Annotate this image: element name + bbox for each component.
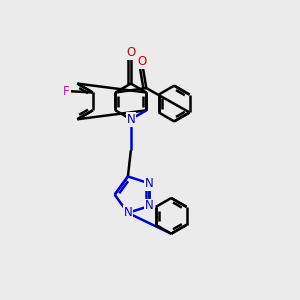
Text: O: O: [126, 46, 136, 59]
Text: N: N: [127, 113, 135, 126]
Text: F: F: [63, 85, 70, 98]
Text: N: N: [145, 200, 154, 212]
Text: O: O: [137, 55, 146, 68]
Text: N: N: [124, 206, 132, 219]
Text: N: N: [145, 177, 154, 190]
